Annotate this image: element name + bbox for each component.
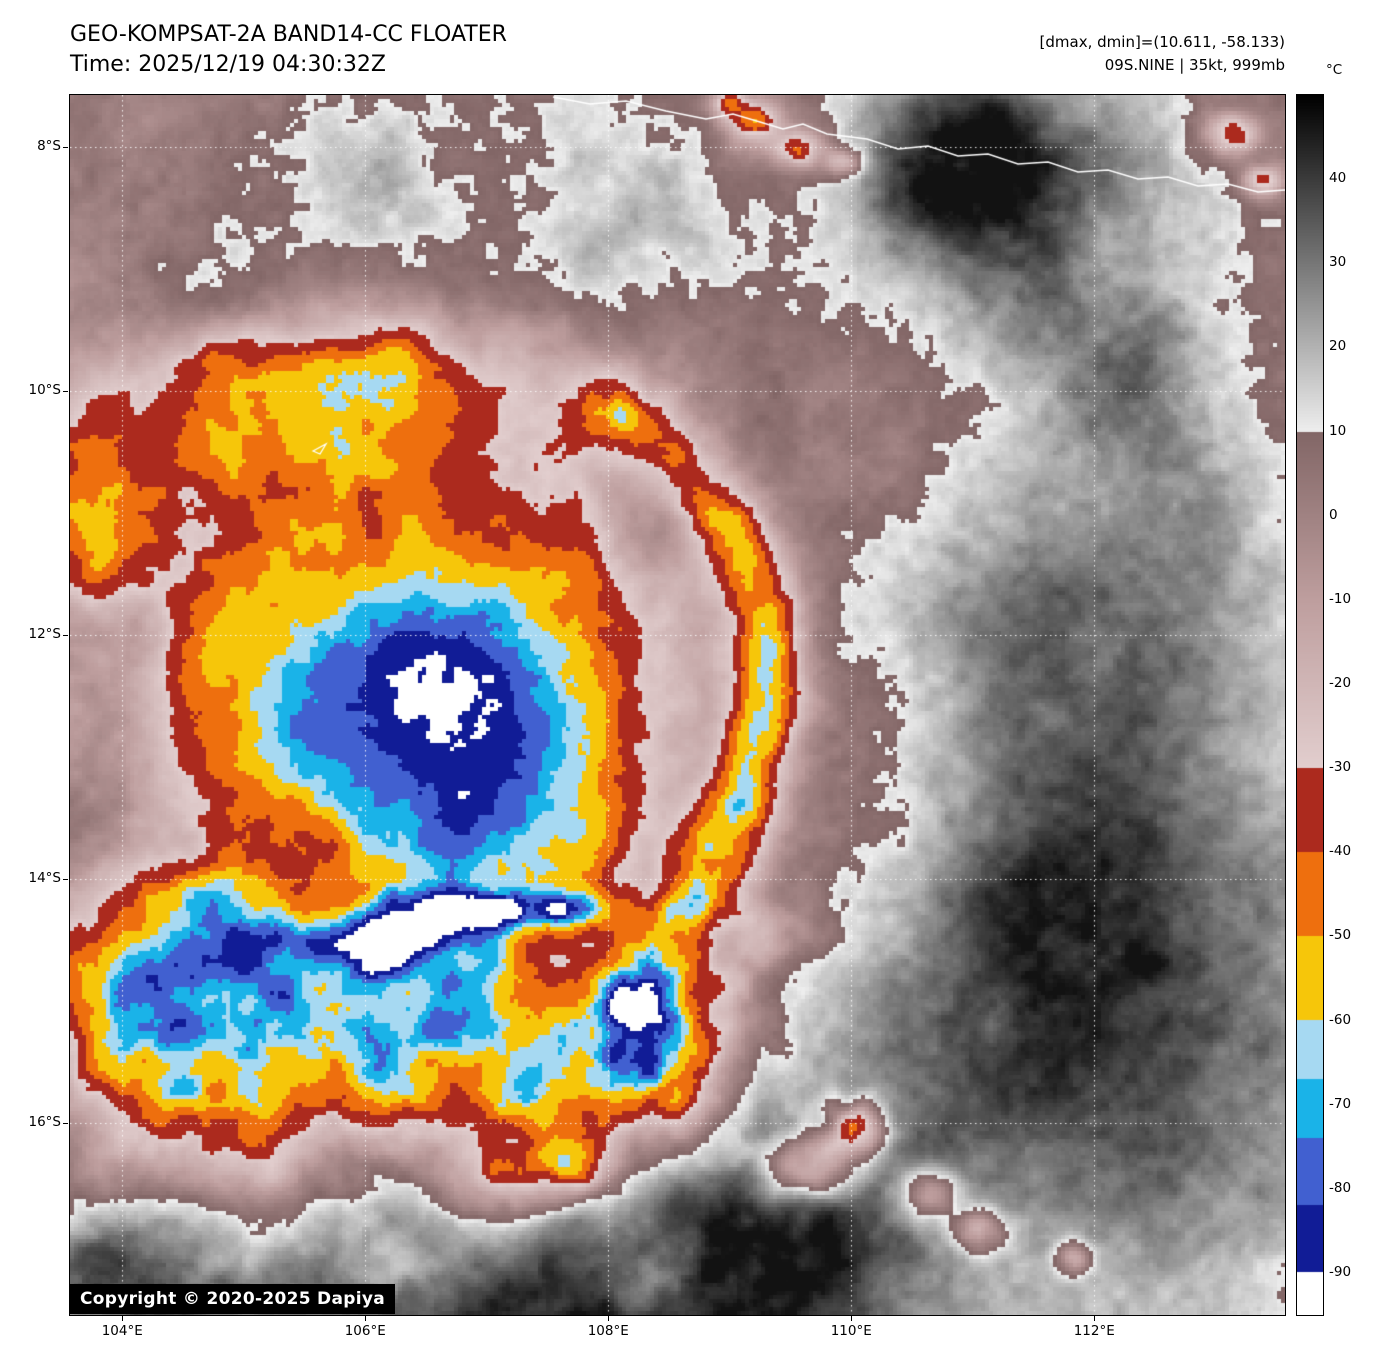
colorbar-tick-label: 40 bbox=[1329, 170, 1347, 187]
colorbar-tick-label: -50 bbox=[1329, 927, 1352, 944]
figure-timestamp: Time: 2025/12/19 04:30:32Z bbox=[70, 52, 386, 77]
x-axis-label: 108°E bbox=[587, 1323, 629, 1339]
y-axis-label: 8°S bbox=[37, 138, 61, 155]
y-axis-label: 12°S bbox=[28, 626, 62, 643]
copyright-badge: Copyright © 2020-2025 Dapiya bbox=[70, 1284, 395, 1314]
colorbar-tick-label: -20 bbox=[1329, 674, 1352, 691]
y-axis-tick bbox=[63, 147, 68, 148]
x-axis-tick bbox=[365, 1316, 366, 1321]
colorbar-tick-label: -80 bbox=[1329, 1179, 1352, 1196]
colorbar-tick-label: -10 bbox=[1329, 590, 1352, 607]
x-axis-label: 112°E bbox=[1073, 1323, 1115, 1339]
map-frame: Copyright © 2020-2025 Dapiya bbox=[69, 94, 1286, 1316]
colorbar-tick-label: -90 bbox=[1329, 1263, 1352, 1280]
colorbar bbox=[1296, 94, 1324, 1316]
x-axis-label: 110°E bbox=[830, 1323, 872, 1339]
satellite-map-canvas bbox=[70, 95, 1285, 1315]
y-axis-label: 16°S bbox=[28, 1114, 62, 1131]
figure-title: GEO-KOMPSAT-2A BAND14-CC FLOATER bbox=[70, 22, 507, 47]
colorbar-tick-label: 20 bbox=[1329, 338, 1347, 355]
colorbar-tick-label: -40 bbox=[1329, 843, 1352, 860]
colorbar-tick-label: -70 bbox=[1329, 1095, 1352, 1112]
y-axis-tick bbox=[63, 635, 68, 636]
colorbar-tick-label: 0 bbox=[1329, 506, 1338, 523]
x-axis-tick bbox=[608, 1316, 609, 1321]
colorbar-tick-label: -30 bbox=[1329, 759, 1352, 776]
y-axis-label: 10°S bbox=[28, 382, 62, 399]
y-axis-tick bbox=[63, 879, 68, 880]
colorbar-tick-label: 10 bbox=[1329, 422, 1347, 439]
storm-info-annotation: 09S.NINE | 35kt, 999mb bbox=[1104, 56, 1285, 74]
x-axis-label: 106°E bbox=[344, 1323, 386, 1339]
x-axis-tick bbox=[851, 1316, 852, 1321]
y-axis-label: 14°S bbox=[28, 870, 62, 887]
dmax-dmin-annotation: [dmax, dmin]=(10.611, -58.133) bbox=[1039, 33, 1285, 51]
x-axis-tick bbox=[122, 1316, 123, 1321]
x-axis-label: 104°E bbox=[101, 1323, 143, 1339]
colorbar-unit-label: °C bbox=[1326, 62, 1343, 78]
y-axis-tick bbox=[63, 1123, 68, 1124]
y-axis-tick bbox=[63, 391, 68, 392]
colorbar-tick-label: 30 bbox=[1329, 254, 1347, 271]
colorbar-tick-label: -60 bbox=[1329, 1011, 1352, 1028]
x-axis-tick bbox=[1094, 1316, 1095, 1321]
